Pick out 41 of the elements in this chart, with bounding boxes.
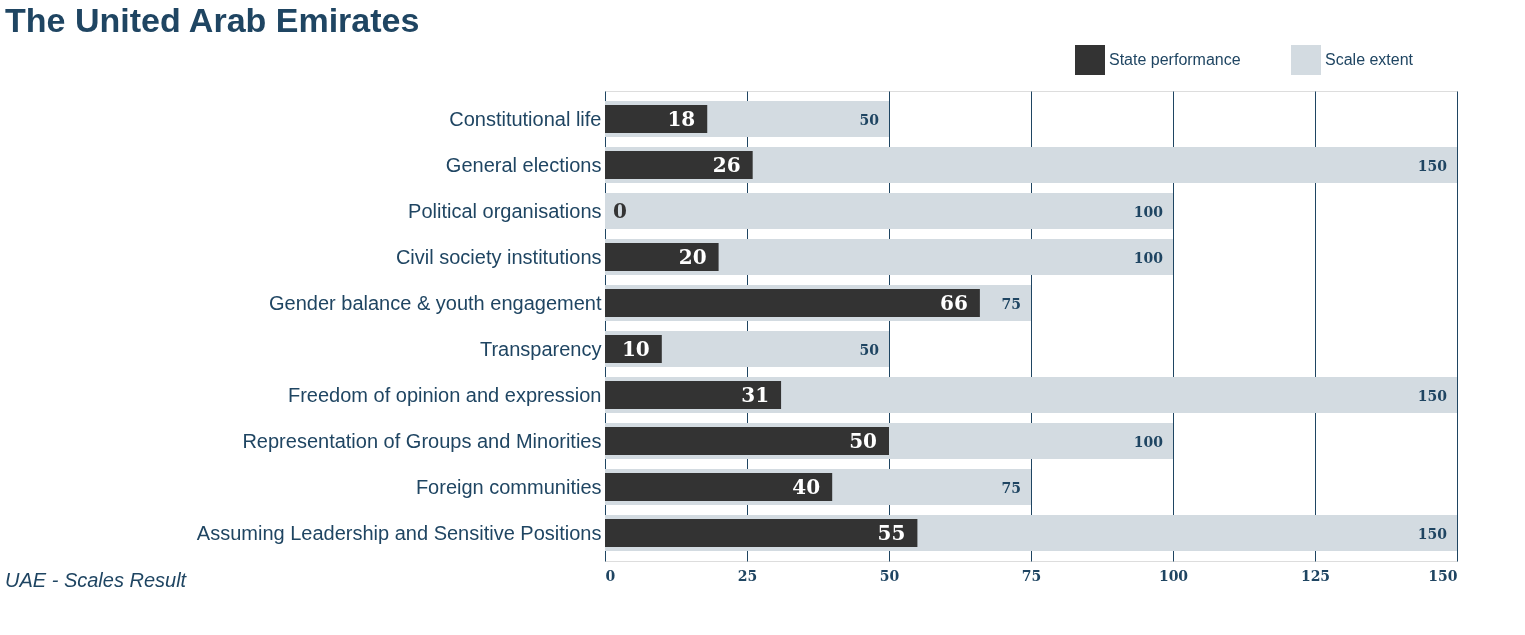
data-label: 50 [849, 429, 877, 453]
data-label: 75 [1001, 480, 1021, 496]
x-tick-label: 50 [879, 567, 900, 584]
data-label: 100 [1133, 204, 1164, 220]
data-label: 100 [1133, 434, 1164, 450]
data-label: 40 [792, 475, 821, 499]
y-tick-label: Constitutional life [449, 107, 602, 130]
data-label: 50 [859, 342, 880, 358]
y-tick-label: Civil society institutions [395, 245, 602, 268]
data-label: 75 [1001, 296, 1021, 312]
text: UAE - Scales Result [5, 569, 188, 591]
text: The United Arab Emirates [5, 1, 420, 39]
data-label: 150 [1417, 158, 1448, 174]
legend-label: Scale extent [1325, 51, 1414, 68]
data-label: 20 [678, 245, 707, 269]
y-tick-label: Foreign communities [415, 475, 602, 498]
x-tick-label: 0 [605, 567, 616, 584]
y-tick-label: Assuming Leadership and Sensitive Positions [196, 521, 602, 544]
y-tick-label: Gender balance & youth engagement [269, 291, 602, 314]
x-tick-label: 75 [1021, 567, 1042, 584]
data-label: 150 [1417, 526, 1448, 542]
data-label: 50 [859, 112, 880, 128]
data-label: 150 [1417, 388, 1448, 404]
data-label: 55 [877, 521, 906, 545]
x-tick-label: 25 [737, 567, 758, 584]
legend-label: State performance [1109, 51, 1241, 68]
data-label: 31 [741, 383, 770, 407]
x-tick-label: 150 [1428, 567, 1458, 584]
x-tick-label: 125 [1300, 567, 1331, 584]
y-tick-label: General elections [445, 153, 602, 176]
y-tick-label: Freedom of opinion and expression [287, 383, 602, 406]
y-tick-label: Political organisations [408, 199, 602, 222]
data-label: 100 [1133, 250, 1164, 266]
y-tick-label: Representation of Groups and Minorities [242, 429, 602, 452]
data-label: 26 [712, 153, 741, 177]
y-tick-label: Transparency [479, 337, 602, 360]
data-label: 18 [667, 107, 696, 131]
data-label: 0 [613, 199, 627, 223]
data-label: 10 [621, 337, 650, 361]
x-tick-label: 100 [1158, 567, 1189, 584]
data-label: 66 [940, 291, 968, 315]
